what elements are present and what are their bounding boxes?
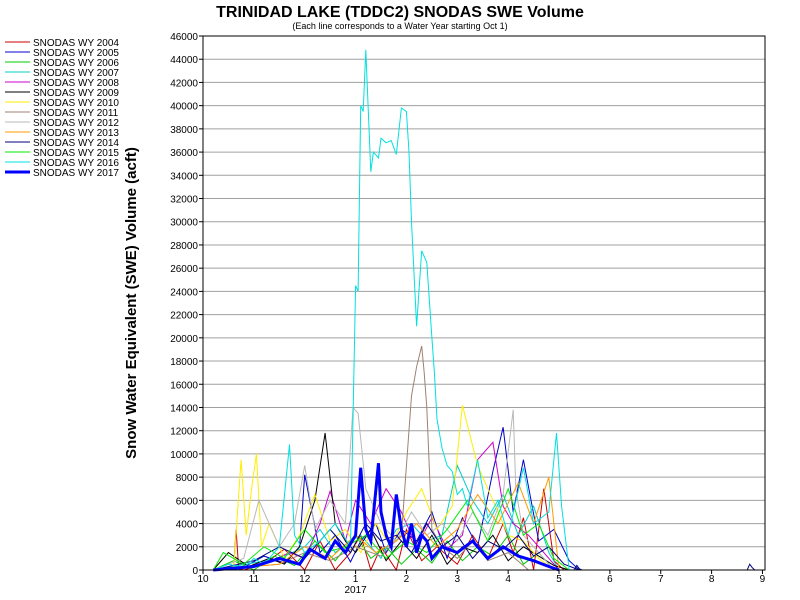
x-tick-label: 12 xyxy=(299,574,311,585)
legend-label: SNODAS WY 2004 xyxy=(33,38,119,49)
x-axis: 10 11 12 1 2 3 4 5 6 7 8 9 xyxy=(197,570,766,585)
y-tick-label: 10000 xyxy=(170,450,198,461)
x-tick-label: 2 xyxy=(404,574,410,585)
series-line xyxy=(213,463,560,571)
x-tick-label: 1 xyxy=(353,574,359,585)
y-tick-label: 14000 xyxy=(170,403,198,414)
y-tick-label: 24000 xyxy=(170,287,198,298)
y-tick-label: 26000 xyxy=(170,264,198,275)
y-tick-label: 46000 xyxy=(170,32,198,43)
series-line xyxy=(213,522,580,571)
y-tick-label: 8000 xyxy=(176,473,199,484)
x-tick-label: 7 xyxy=(658,574,664,585)
series-line xyxy=(213,405,555,571)
y-tick-label: 32000 xyxy=(170,195,198,206)
legend-label: SNODAS WY 2010 xyxy=(33,98,119,109)
series-line xyxy=(212,487,570,571)
legend-label: SNODAS WY 2013 xyxy=(33,128,119,139)
x-tick-label: 3 xyxy=(455,574,461,585)
legend-label: SNODAS WY 2016 xyxy=(33,158,119,169)
y-tick-label: 34000 xyxy=(170,171,198,182)
y-tick-label: 36000 xyxy=(170,148,198,159)
x-tick-label: 6 xyxy=(607,574,613,585)
chart-subtitle: (Each line corresponds to a Water Year s… xyxy=(292,21,507,31)
series-layer xyxy=(212,49,756,572)
legend-label: SNODAS WY 2011 xyxy=(33,108,119,119)
series-line xyxy=(213,49,570,571)
y-tick-label: 20000 xyxy=(170,334,198,345)
y-tick-label: 18000 xyxy=(170,357,198,368)
y-tick-label: 2000 xyxy=(176,543,199,554)
x-tick-label: 4 xyxy=(505,574,511,585)
legend-label: SNODAS WY 2007 xyxy=(33,68,119,79)
y-axis-label: Snow Water Equivalent (SWE) Volume (acft… xyxy=(123,147,140,459)
y-tick-label: 44000 xyxy=(170,55,198,66)
y-tick-label: 42000 xyxy=(170,78,198,89)
y-tick-label: 28000 xyxy=(170,241,198,252)
x-tick-label: 11 xyxy=(249,574,260,585)
legend-label: SNODAS WY 2009 xyxy=(33,88,119,99)
y-tick-label: 40000 xyxy=(170,102,198,113)
series-line xyxy=(573,563,756,571)
y-tick-label: 16000 xyxy=(170,380,198,391)
x-tick-label: 10 xyxy=(197,574,209,585)
legend-label: SNODAS WY 2017 xyxy=(33,168,119,179)
y-axis: 0 2000 4000 6000 8000 10000 12000 14000 16000 180… xyxy=(170,32,203,577)
y-tick-label: 38000 xyxy=(170,125,198,136)
gridlines xyxy=(203,35,765,571)
legend-label: SNODAS WY 2006 xyxy=(33,58,119,69)
x-year-label: 2017 xyxy=(344,585,367,596)
series-line xyxy=(213,463,560,572)
chart-title: TRINIDAD LAKE (TDDC2) SNODAS SWE Volume xyxy=(216,4,584,21)
plot-area xyxy=(202,35,766,571)
y-tick-label: 4000 xyxy=(176,520,199,531)
y-tick-label: 6000 xyxy=(176,496,199,507)
y-tick-label: 12000 xyxy=(170,427,198,438)
y-tick-label: 0 xyxy=(192,566,198,577)
legend-label: SNODAS WY 2005 xyxy=(33,48,119,59)
x-tick-label: 8 xyxy=(709,574,715,585)
legend-label: SNODAS WY 2015 xyxy=(33,148,119,159)
legend-label: SNODAS WY 2012 xyxy=(33,118,119,129)
x-tick-label: 9 xyxy=(760,574,766,585)
y-tick-label: 30000 xyxy=(170,218,198,229)
y-tick-label: 22000 xyxy=(170,311,198,322)
series-line xyxy=(212,432,570,571)
legend-label: SNODAS WY 2008 xyxy=(33,78,119,89)
legend-label: SNODAS WY 2014 xyxy=(33,138,119,149)
series-line xyxy=(213,406,555,571)
x-tick-label: 5 xyxy=(556,574,562,585)
